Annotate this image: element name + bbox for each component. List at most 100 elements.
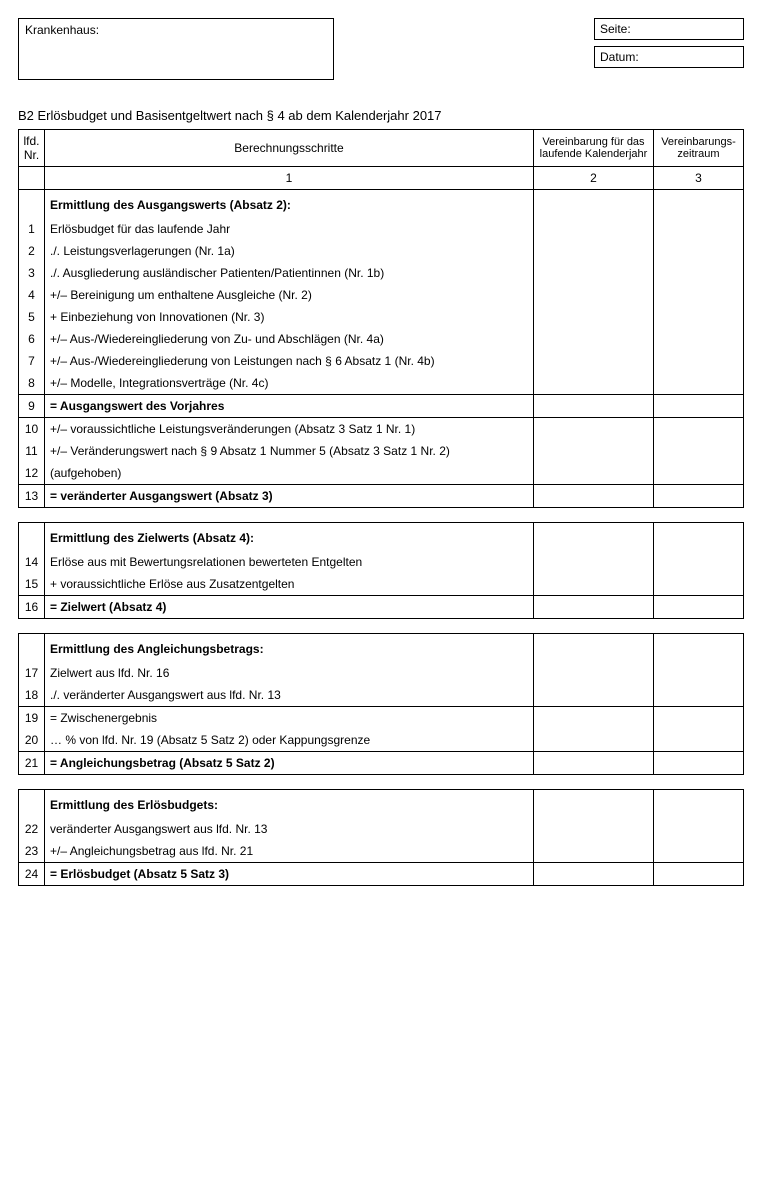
cell-v2: [534, 328, 654, 350]
cell-v3: [654, 790, 744, 819]
cell-text: = Angleichungsbetrag (Absatz 5 Satz 2): [45, 752, 534, 775]
cell-text: +/– Aus-/Wiedereingliederung von Zu- und…: [45, 328, 534, 350]
cell-v2: [534, 684, 654, 707]
cell-nr: 3: [19, 262, 45, 284]
cell-nr: 16: [19, 596, 45, 619]
cell-nr: 17: [19, 662, 45, 684]
cell-nr: 14: [19, 551, 45, 573]
th-sub-3: 3: [654, 167, 744, 190]
date-label: Datum:: [600, 50, 639, 64]
cell-nr: 2: [19, 240, 45, 262]
cell-v3: [654, 395, 744, 418]
cell-text: = Erlösbudget (Absatz 5 Satz 3): [45, 863, 534, 886]
form-title: B2 Erlösbudget und Basisentgeltwert nach…: [18, 108, 744, 123]
cell-v3: [654, 240, 744, 262]
header-row: Krankenhaus: Seite: Datum:: [18, 18, 744, 80]
cell-nr: 6: [19, 328, 45, 350]
table-section-4: Ermittlung des Erlösbudgets: 22verändert…: [18, 789, 744, 886]
hospital-label: Krankenhaus:: [25, 23, 99, 37]
cell-nr: 9: [19, 395, 45, 418]
cell-v2: [534, 818, 654, 840]
cell-v2: [534, 262, 654, 284]
cell-text: … % von lfd. Nr. 19 (Absatz 5 Satz 2) od…: [45, 729, 534, 752]
th-sub-1: 1: [45, 167, 534, 190]
cell-nr: 20: [19, 729, 45, 752]
cell-nr: 5: [19, 306, 45, 328]
cell-text: (aufgehoben): [45, 462, 534, 485]
hospital-box: Krankenhaus:: [18, 18, 334, 80]
cell-v2: [534, 752, 654, 775]
cell-text: veränderter Ausgangswert aus lfd. Nr. 13: [45, 818, 534, 840]
page-label: Seite:: [600, 22, 631, 36]
cell-text: ./. Ausgliederung ausländischer Patiente…: [45, 262, 534, 284]
cell-nr: 13: [19, 485, 45, 508]
th-col2: Vereinbarung für das laufende Kalenderja…: [534, 130, 654, 167]
cell-v2: [534, 707, 654, 730]
cell-v3: [654, 684, 744, 707]
cell-v2: [534, 596, 654, 619]
cell-v2: [534, 240, 654, 262]
cell-text: = Zwischenergebnis: [45, 707, 534, 730]
cell-v3: [654, 306, 744, 328]
cell-v2: [534, 573, 654, 596]
cell-v2: [534, 485, 654, 508]
section-heading: Ermittlung des Angleichungsbetrags:: [45, 634, 534, 663]
cell-v3: [654, 218, 744, 240]
cell-text: +/– Angleichungsbetrag aus lfd. Nr. 21: [45, 840, 534, 863]
cell-text: +/– Bereinigung um enthaltene Ausgleiche…: [45, 284, 534, 306]
cell-nr: [19, 523, 45, 552]
cell-v2: [534, 440, 654, 462]
cell-nr: 8: [19, 372, 45, 395]
cell-text: ./. Leistungsverlagerungen (Nr. 1a): [45, 240, 534, 262]
cell-nr: [19, 790, 45, 819]
main-table: lfd. Nr. Berechnungsschritte Vereinbarun…: [18, 129, 744, 508]
cell-text: Zielwert aus lfd. Nr. 16: [45, 662, 534, 684]
cell-text: +/– Aus-/Wiedereingliederung von Leistun…: [45, 350, 534, 372]
cell-nr: [19, 190, 45, 219]
cell-v3: [654, 634, 744, 663]
th-col3: Vereinbarungs-zeitraum: [654, 130, 744, 167]
cell-nr: 12: [19, 462, 45, 485]
cell-v2: [534, 634, 654, 663]
cell-v3: [654, 662, 744, 684]
cell-v2: [534, 218, 654, 240]
section-heading: Ermittlung des Ausgangswerts (Absatz 2):: [45, 190, 534, 219]
date-box: Datum:: [594, 46, 744, 68]
cell-nr: 10: [19, 418, 45, 441]
cell-v2: [534, 462, 654, 485]
cell-nr: 22: [19, 818, 45, 840]
cell-v3: [654, 262, 744, 284]
cell-v2: [534, 190, 654, 219]
cell-text: = Zielwert (Absatz 4): [45, 596, 534, 619]
cell-v2: [534, 395, 654, 418]
cell-text: + voraussichtliche Erlöse aus Zusatzentg…: [45, 573, 534, 596]
cell-text: ./. veränderter Ausgangswert aus lfd. Nr…: [45, 684, 534, 707]
meta-boxes: Seite: Datum:: [594, 18, 744, 80]
cell-v2: [534, 372, 654, 395]
cell-v3: [654, 284, 744, 306]
cell-v3: [654, 523, 744, 552]
cell-text: +/– Modelle, Integrationsverträge (Nr. 4…: [45, 372, 534, 395]
cell-v3: [654, 328, 744, 350]
cell-v2: [534, 523, 654, 552]
table-section-3: Ermittlung des Angleichungsbetrags: 17Zi…: [18, 633, 744, 775]
cell-v3: [654, 752, 744, 775]
cell-nr: 23: [19, 840, 45, 863]
cell-v3: [654, 372, 744, 395]
cell-v3: [654, 462, 744, 485]
table-section-2: Ermittlung des Zielwerts (Absatz 4): 14E…: [18, 522, 744, 619]
th-sub-2: 2: [534, 167, 654, 190]
cell-v3: [654, 350, 744, 372]
cell-v3: [654, 707, 744, 730]
cell-v2: [534, 284, 654, 306]
cell-nr: 1: [19, 218, 45, 240]
cell-nr: 19: [19, 707, 45, 730]
cell-v2: [534, 729, 654, 752]
cell-text: Erlöse aus mit Bewertungsrelationen bewe…: [45, 551, 534, 573]
cell-v3: [654, 551, 744, 573]
cell-nr: 11: [19, 440, 45, 462]
cell-v3: [654, 596, 744, 619]
page-box: Seite:: [594, 18, 744, 40]
cell-v3: [654, 440, 744, 462]
cell-v2: [534, 863, 654, 886]
